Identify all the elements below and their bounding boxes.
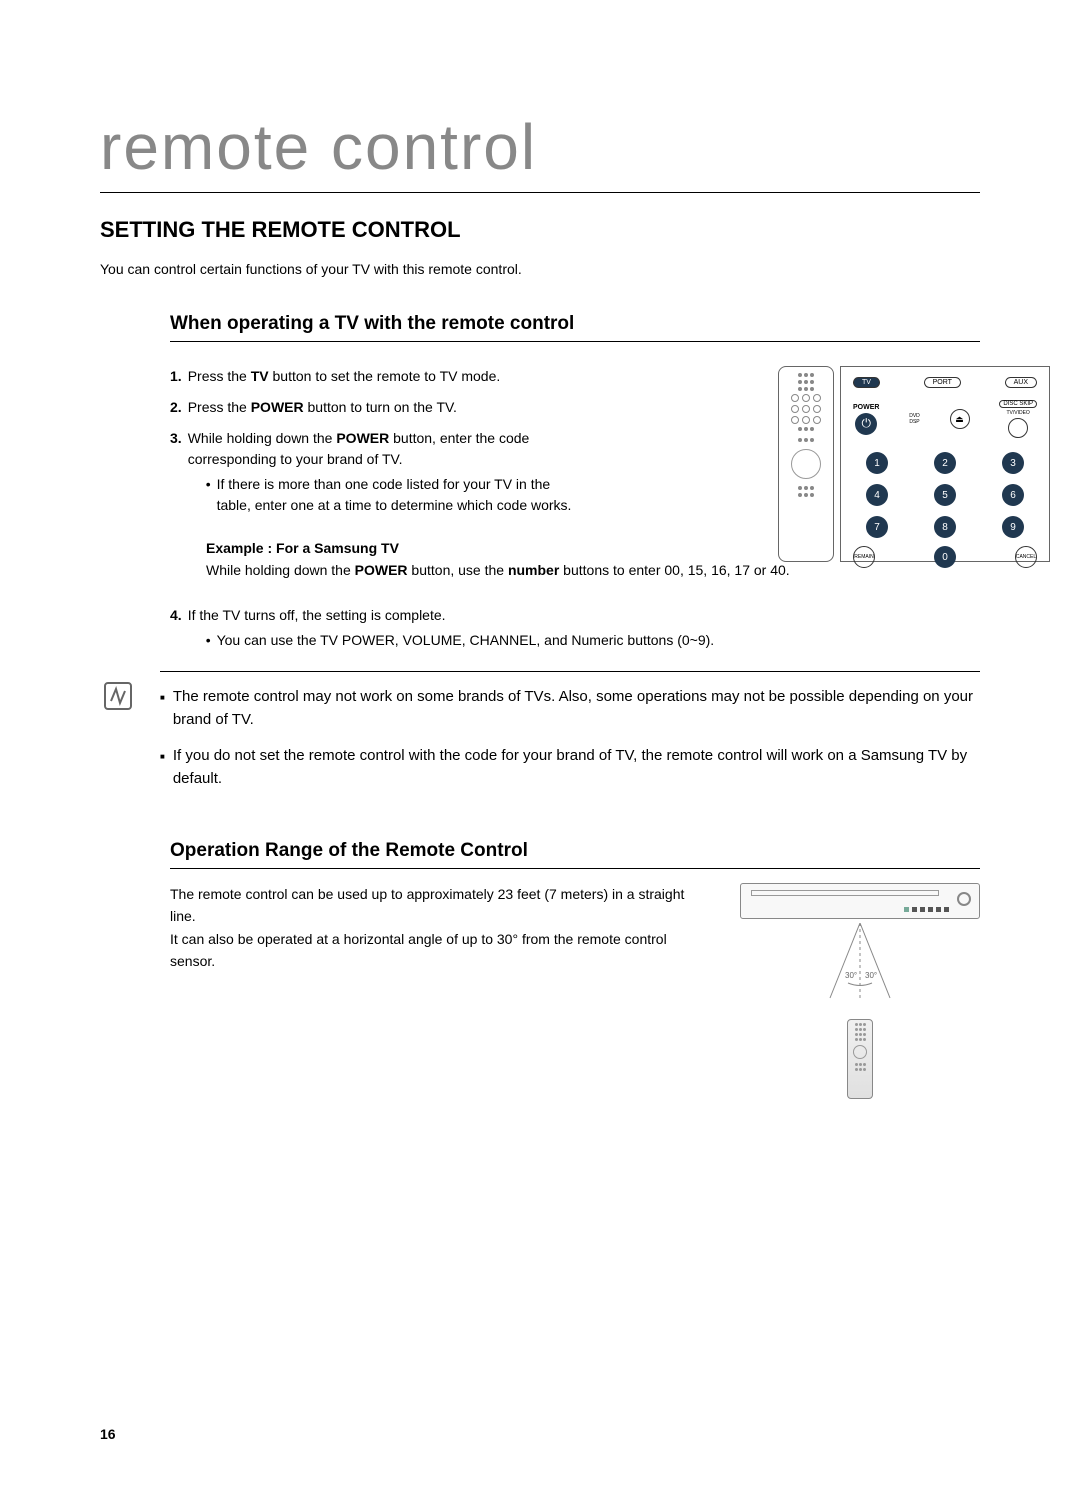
power-label: POWER xyxy=(853,404,879,411)
num-2: 2 xyxy=(934,452,956,474)
num-9: 9 xyxy=(1002,516,1024,538)
mode-port: PORT xyxy=(924,377,961,388)
device-box xyxy=(740,883,980,919)
note-2: ■ If you do not set the remote control w… xyxy=(160,745,980,790)
numpad: 1 2 3 4 5 6 7 8 9 xyxy=(853,452,1037,538)
dsp-label: DSP xyxy=(909,419,919,425)
page-number: 16 xyxy=(100,1426,116,1442)
tv-video-label: TV/VIDEO xyxy=(1006,410,1029,416)
subsection-heading-1: When operating a TV with the remote cont… xyxy=(170,313,980,342)
sub-bullet: You can use the TV POWER, VOLUME, CHANNE… xyxy=(206,630,980,651)
step-number: 2. xyxy=(170,397,182,418)
bullet-text: You can use the TV POWER, VOLUME, CHANNE… xyxy=(217,630,715,651)
remote-large-panel: TV PORT AUX POWER ⏻ DVD DSP ⏏ DISC SK xyxy=(840,366,1050,562)
subsection-heading-2: Operation Range of the Remote Control xyxy=(170,840,980,869)
mode-tv: TV xyxy=(853,377,880,388)
text-part: button to turn on the TV. xyxy=(304,399,457,415)
num-7: 7 xyxy=(866,516,888,538)
text-part: If the TV turns off, the setting is comp… xyxy=(188,607,446,623)
intro-text: You can control certain functions of you… xyxy=(100,261,980,277)
page-title: remote control xyxy=(100,110,980,193)
subsection-operating-tv: When operating a TV with the remote cont… xyxy=(170,313,980,651)
step-number: 1. xyxy=(170,366,182,387)
mode-aux: AUX xyxy=(1005,377,1037,388)
step-text: While holding down the POWER button, ent… xyxy=(188,428,588,516)
disc-skip-label: DISC SKIP xyxy=(999,400,1037,408)
power-icon: ⏻ xyxy=(855,413,877,435)
op-range-diagram: 30° 30° xyxy=(740,883,980,1099)
text-part: Press the xyxy=(188,399,251,415)
num-0: 0 xyxy=(934,546,956,568)
num-6: 6 xyxy=(1002,484,1024,506)
text-bold: POWER xyxy=(355,562,408,578)
step-number: 3. xyxy=(170,428,182,516)
num-4: 4 xyxy=(866,484,888,506)
steps-list-2: 4. If the TV turns off, the setting is c… xyxy=(170,605,980,651)
text-bold: POWER xyxy=(336,430,389,446)
note-icon xyxy=(104,682,132,710)
note-section: ■ The remote control may not work on som… xyxy=(160,686,980,790)
text-part: While holding down the xyxy=(206,562,355,578)
cone-icon: 30° 30° xyxy=(810,923,910,1013)
op-range-content: The remote control can be used up to app… xyxy=(170,883,980,1099)
note-bullet-icon: ■ xyxy=(160,751,165,790)
step-number: 4. xyxy=(170,605,182,651)
text-part: While holding down the xyxy=(188,430,337,446)
bottom-row: REMAIN 0 CANCEL xyxy=(853,546,1037,568)
num-1: 1 xyxy=(866,452,888,474)
mini-remote-icon xyxy=(847,1019,873,1099)
bullet-text: If there is more than one code listed fo… xyxy=(217,474,588,516)
note-1: ■ The remote control may not work on som… xyxy=(160,686,980,731)
section-heading: SETTING THE REMOTE CONTROL xyxy=(100,217,980,243)
num-3: 3 xyxy=(1002,452,1024,474)
note-bullet-icon: ■ xyxy=(160,692,165,731)
text-bold: TV xyxy=(251,368,269,384)
remote-small-outline xyxy=(778,366,834,562)
blank-btn xyxy=(1008,418,1028,438)
text-part: button to set the remote to TV mode. xyxy=(269,368,501,384)
step-text: If the TV turns off, the setting is comp… xyxy=(188,605,980,651)
step-4: 4. If the TV turns off, the setting is c… xyxy=(170,605,980,651)
svg-text:30°: 30° xyxy=(845,971,857,980)
steps-container: 1. Press the TV button to set the remote… xyxy=(170,366,980,651)
sub-bullet: If there is more than one code listed fo… xyxy=(206,474,588,516)
num-5: 5 xyxy=(934,484,956,506)
note-text: The remote control may not work on some … xyxy=(173,686,980,731)
eject-icon: ⏏ xyxy=(950,409,970,429)
op-range-text: The remote control can be used up to app… xyxy=(170,883,700,1099)
text-bold: number xyxy=(508,562,559,578)
operation-range-section: Operation Range of the Remote Control Th… xyxy=(170,840,980,1099)
text-part: button, use the xyxy=(408,562,508,578)
remote-diagram: TV PORT AUX POWER ⏻ DVD DSP ⏏ DISC SK xyxy=(778,366,1050,562)
note-text: If you do not set the remote control wit… xyxy=(173,745,980,790)
text-part: Press the xyxy=(188,368,251,384)
remain-btn: REMAIN xyxy=(853,546,875,568)
power-row: POWER ⏻ DVD DSP ⏏ DISC SKIP TV/VIDEO xyxy=(853,400,1037,438)
text-bold: POWER xyxy=(251,399,304,415)
divider xyxy=(160,671,980,672)
cancel-btn: CANCEL xyxy=(1015,546,1037,568)
mode-row: TV PORT AUX xyxy=(853,377,1037,388)
svg-text:30°: 30° xyxy=(865,971,877,980)
text-part: buttons to enter 00, 15, 16, 17 or 40. xyxy=(559,562,789,578)
num-8: 8 xyxy=(934,516,956,538)
